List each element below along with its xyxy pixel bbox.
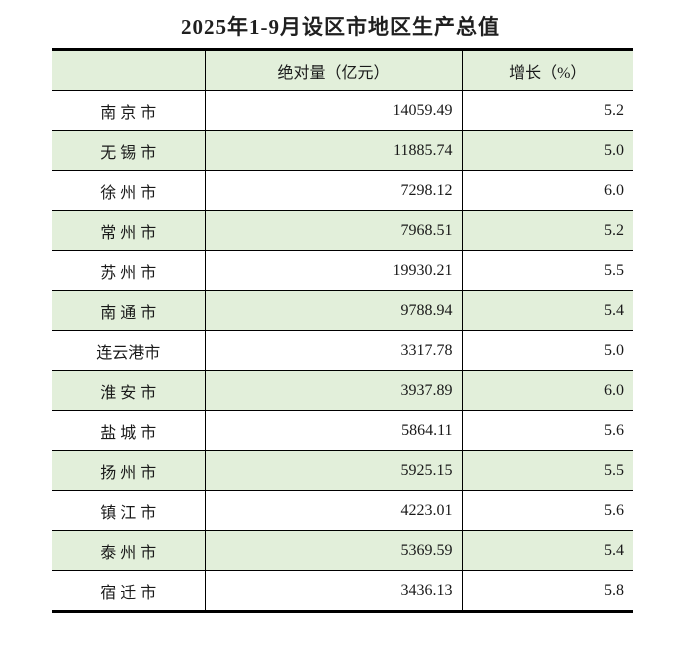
city-cell: 盐 城 市 <box>52 410 206 451</box>
city-cell: 南 京 市 <box>52 90 206 131</box>
table-row: 扬 州 市 5925.15 5.5 <box>52 450 633 491</box>
city-cell: 常 州 市 <box>52 210 206 251</box>
page-title: 2025年1-9月设区市地区生产总值 <box>181 15 500 39</box>
growth-value-cell: 5.4 <box>462 290 633 331</box>
growth-value-cell: 5.2 <box>462 90 633 131</box>
table-row: 盐 城 市 5864.11 5.6 <box>52 410 633 451</box>
growth-value-cell: 5.0 <box>462 330 633 371</box>
header-cell-absolute: 绝对量（亿元） <box>205 49 463 91</box>
absolute-value-cell: 3436.13 <box>205 570 463 612</box>
absolute-value-cell: 14059.49 <box>205 90 463 131</box>
header-cell-growth: 增长（%） <box>462 49 633 91</box>
city-cell: 淮 安 市 <box>52 370 206 411</box>
city-cell: 南 通 市 <box>52 290 206 331</box>
table-row: 苏 州 市 19930.21 5.5 <box>52 250 633 291</box>
growth-value-cell: 5.2 <box>462 210 633 251</box>
growth-value-cell: 6.0 <box>462 370 633 411</box>
city-cell: 连云港市 <box>52 330 206 371</box>
header-cell-city <box>52 49 206 91</box>
table-row: 泰 州 市 5369.59 5.4 <box>52 530 633 571</box>
growth-value-cell: 5.8 <box>462 570 633 612</box>
table-row: 淮 安 市 3937.89 6.0 <box>52 370 633 411</box>
growth-value-cell: 5.4 <box>462 530 633 571</box>
city-cell: 徐 州 市 <box>52 170 206 211</box>
absolute-value-cell: 5864.11 <box>205 410 463 451</box>
city-cell: 扬 州 市 <box>52 450 206 491</box>
table-row: 连云港市 3317.78 5.0 <box>52 330 633 371</box>
absolute-value-cell: 5925.15 <box>205 450 463 491</box>
table-row: 徐 州 市 7298.12 6.0 <box>52 170 633 211</box>
table-row: 无 锡 市 11885.74 5.0 <box>52 130 633 171</box>
city-cell: 宿 迁 市 <box>52 570 206 612</box>
table-row: 镇 江 市 4223.01 5.6 <box>52 490 633 531</box>
table-header: 绝对量（亿元） 增长（%） <box>52 49 633 91</box>
city-cell: 镇 江 市 <box>52 490 206 531</box>
absolute-value-cell: 3317.78 <box>205 330 463 371</box>
growth-value-cell: 5.5 <box>462 250 633 291</box>
city-cell: 苏 州 市 <box>52 250 206 291</box>
absolute-value-cell: 5369.59 <box>205 530 463 571</box>
absolute-value-cell: 4223.01 <box>205 490 463 531</box>
absolute-value-cell: 11885.74 <box>205 130 463 171</box>
absolute-value-cell: 7298.12 <box>205 170 463 211</box>
growth-value-cell: 5.5 <box>462 450 633 491</box>
table-row: 宿 迁 市 3436.13 5.8 <box>52 570 633 612</box>
table-row: 常 州 市 7968.51 5.2 <box>52 210 633 251</box>
table-body: 南 京 市 14059.49 5.2 无 锡 市 11885.74 5.0 徐 州 市 729… <box>52 90 633 612</box>
growth-value-cell: 5.6 <box>462 410 633 451</box>
city-cell: 泰 州 市 <box>52 530 206 571</box>
table-row: 南 京 市 14059.49 5.2 <box>52 90 633 131</box>
growth-value-cell: 6.0 <box>462 170 633 211</box>
absolute-value-cell: 9788.94 <box>205 290 463 331</box>
absolute-value-cell: 19930.21 <box>205 250 463 291</box>
absolute-value-cell: 7968.51 <box>205 210 463 251</box>
city-cell: 无 锡 市 <box>52 130 206 171</box>
header-row: 绝对量（亿元） 增长（%） <box>52 49 633 91</box>
absolute-value-cell: 3937.89 <box>205 370 463 411</box>
growth-value-cell: 5.6 <box>462 490 633 531</box>
gdp-table: 绝对量（亿元） 增长（%） 南 京 市 14059.49 5.2 无 锡 市 11885… <box>52 48 633 613</box>
table-row: 南 通 市 9788.94 5.4 <box>52 290 633 331</box>
growth-value-cell: 5.0 <box>462 130 633 171</box>
